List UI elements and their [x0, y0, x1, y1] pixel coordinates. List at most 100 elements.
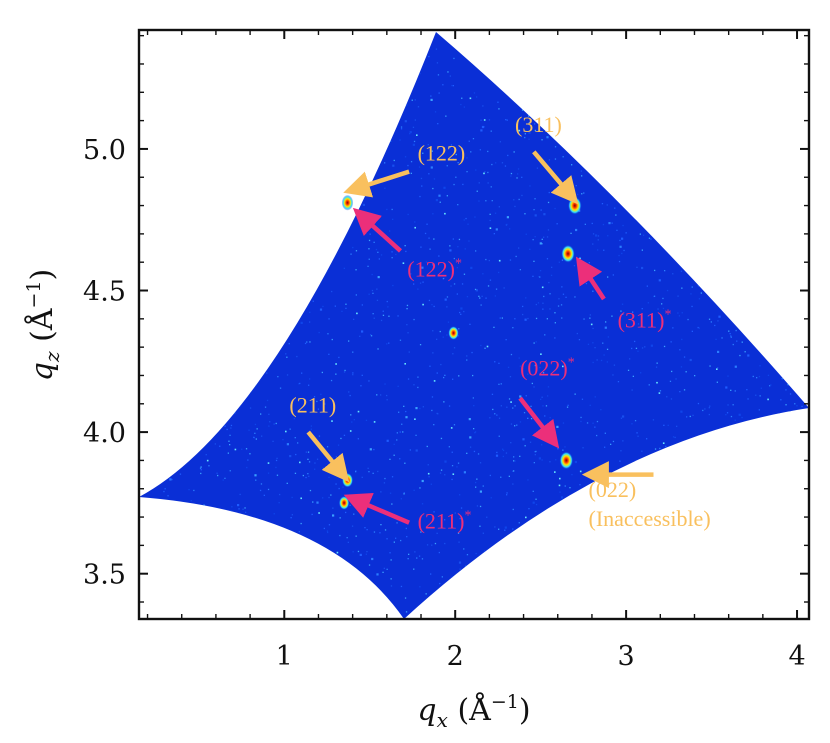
noise-pixel: [460, 307, 463, 310]
noise-pixel: [514, 425, 516, 427]
noise-pixel: [740, 599, 743, 602]
noise-pixel: [157, 600, 160, 603]
noise-pixel: [519, 37, 521, 39]
noise-pixel: [145, 195, 147, 197]
bragg-peak: [338, 495, 350, 510]
noise-pixel: [679, 176, 682, 179]
noise-pixel: [754, 456, 756, 458]
noise-pixel: [461, 97, 463, 99]
noise-pixel: [433, 238, 435, 240]
noise-pixel: [415, 449, 418, 452]
noise-pixel: [754, 432, 757, 434]
noise-pixel: [490, 186, 492, 188]
noise-pixel: [463, 219, 465, 221]
noise-pixel: [550, 561, 552, 564]
noise-pixel: [713, 61, 715, 63]
noise-pixel: [621, 66, 623, 68]
noise-pixel: [712, 196, 715, 199]
noise-pixel: [691, 286, 693, 288]
noise-pixel: [589, 314, 591, 316]
noise-pixel: [315, 183, 317, 185]
noise-pixel: [151, 242, 153, 244]
noise-pixel: [475, 481, 477, 484]
noise-pixel: [340, 459, 343, 462]
noise-pixel: [763, 431, 765, 433]
noise-pixel: [384, 383, 386, 385]
noise-pixel: [465, 565, 467, 567]
noise-pixel: [368, 239, 371, 242]
noise-pixel: [489, 417, 491, 419]
noise-pixel: [766, 47, 768, 49]
noise-pixel: [721, 150, 724, 153]
noise-pixel: [463, 106, 465, 108]
noise-pixel: [759, 515, 761, 517]
noise-pixel: [349, 394, 351, 397]
noise-pixel: [156, 52, 158, 54]
noise-pixel: [168, 173, 170, 175]
noise-pixel: [162, 380, 165, 382]
noise-pixel: [203, 401, 206, 403]
noise-pixel: [734, 390, 736, 392]
noise-pixel: [211, 84, 213, 86]
noise-pixel: [209, 540, 212, 542]
noise-pixel: [524, 596, 527, 599]
noise-pixel: [326, 530, 329, 532]
noise-pixel: [652, 419, 655, 421]
noise-pixel: [220, 172, 222, 174]
noise-pixel: [301, 372, 303, 374]
noise-pixel: [632, 375, 634, 377]
noise-pixel: [474, 432, 476, 434]
noise-pixel: [475, 250, 477, 252]
noise-pixel: [791, 609, 794, 612]
noise-pixel: [456, 267, 458, 269]
noise-pixel: [343, 88, 345, 90]
noise-pixel: [262, 252, 265, 254]
noise-pixel: [307, 458, 309, 460]
noise-pixel: [532, 275, 534, 277]
noise-pixel: [767, 398, 769, 401]
noise-pixel: [645, 116, 647, 119]
noise-pixel: [347, 541, 349, 543]
noise-pixel: [507, 366, 510, 368]
noise-pixel: [299, 79, 301, 81]
noise-pixel: [352, 92, 354, 94]
noise-pixel: [176, 117, 179, 119]
noise-pixel: [779, 169, 781, 171]
noise-pixel: [333, 597, 335, 599]
noise-pixel: [606, 361, 608, 363]
noise-pixel: [784, 561, 786, 563]
noise-pixel: [417, 376, 419, 378]
noise-pixel: [232, 227, 234, 229]
noise-pixel: [451, 597, 454, 600]
noise-pixel: [509, 45, 512, 47]
noise-pixel: [650, 65, 652, 67]
noise-pixel: [448, 405, 451, 407]
noise-pixel: [372, 313, 374, 315]
noise-pixel: [463, 471, 466, 474]
noise-pixel: [454, 512, 456, 514]
noise-pixel: [596, 359, 598, 361]
noise-pixel: [312, 292, 314, 294]
noise-pixel: [569, 487, 571, 489]
noise-pixel: [528, 131, 531, 134]
noise-pixel: [611, 222, 613, 224]
noise-pixel: [756, 491, 759, 494]
noise-pixel: [180, 253, 183, 255]
noise-pixel: [709, 365, 711, 367]
noise-pixel: [237, 517, 240, 520]
noise-pixel: [178, 269, 180, 271]
noise-pixel: [268, 54, 270, 57]
noise-pixel: [528, 537, 530, 540]
noise-pixel: [334, 305, 336, 307]
noise-pixel: [419, 586, 421, 588]
noise-pixel: [208, 356, 210, 358]
noise-pixel: [607, 533, 609, 536]
noise-pixel: [714, 478, 716, 481]
noise-pixel: [620, 310, 622, 312]
noise-pixel: [275, 466, 277, 469]
noise-pixel: [758, 50, 760, 52]
noise-pixel: [154, 69, 157, 71]
noise-pixel: [159, 160, 162, 162]
noise-pixel: [538, 543, 540, 545]
noise-pixel: [438, 255, 440, 257]
